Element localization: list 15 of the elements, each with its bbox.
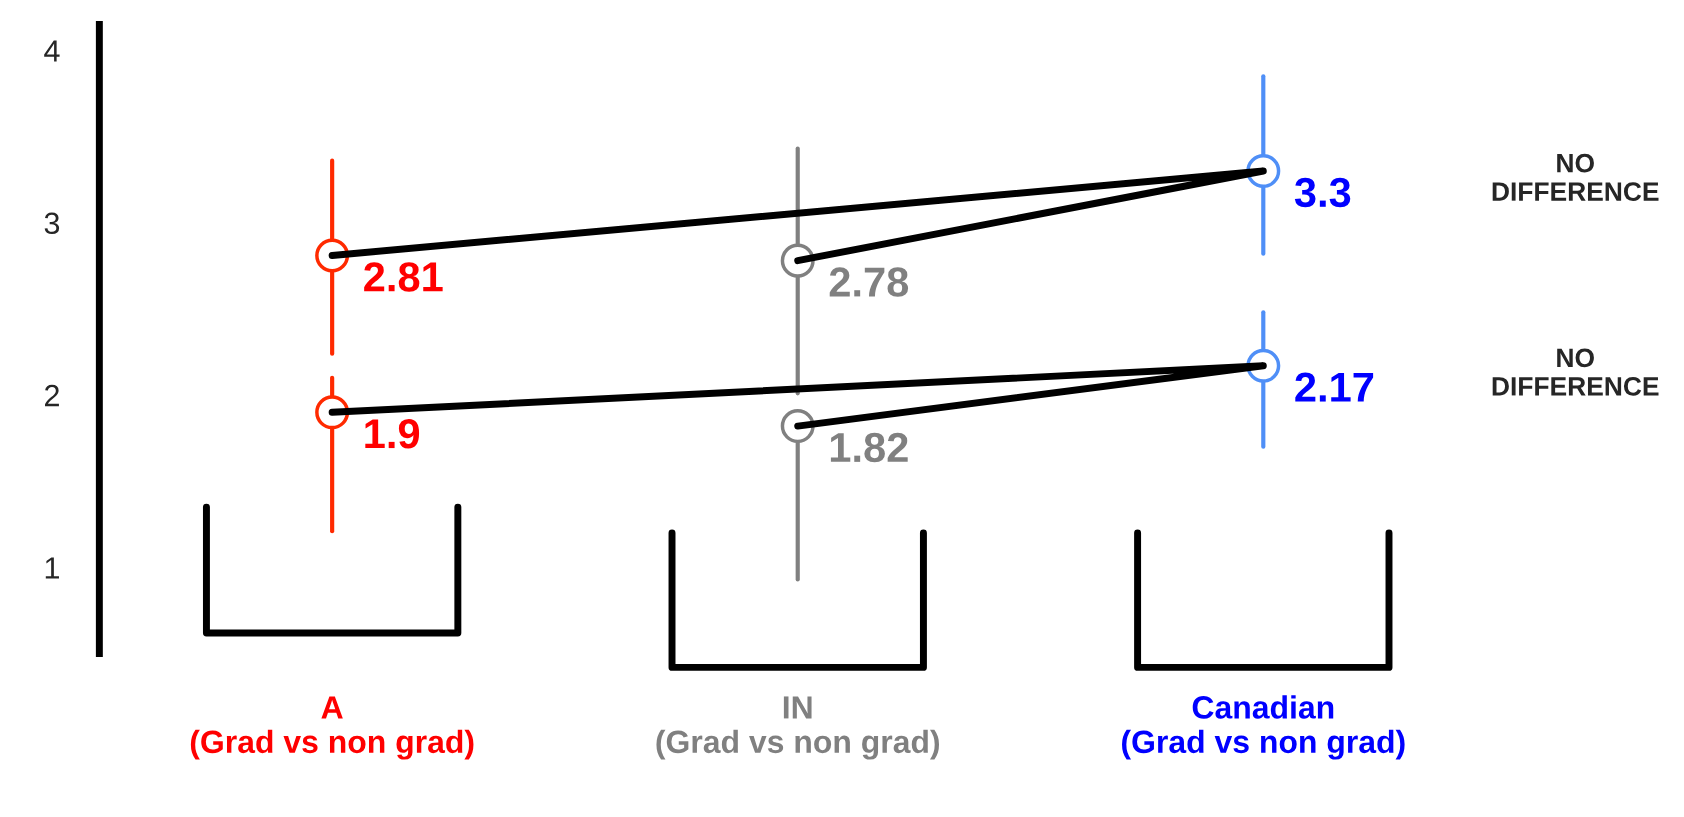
data-label: 1.82 bbox=[830, 432, 908, 463]
annotation: NO DIFFERENCE bbox=[1492, 153, 1659, 201]
y-tick-label: 2 bbox=[45, 384, 59, 407]
data-label: 2.17 bbox=[1295, 372, 1374, 402]
annotation: NO DIFFERENCE bbox=[1492, 348, 1659, 396]
data-label: 3.3 bbox=[1294, 177, 1351, 208]
y-tick-label: 3 bbox=[44, 212, 60, 235]
x-tick-label: IN (Grad vs non grad) bbox=[656, 696, 940, 760]
y-tick-label: 4 bbox=[44, 40, 60, 62]
data-label: 2.78 bbox=[829, 267, 909, 297]
x-tick-label: A (Grad vs non grad) bbox=[190, 696, 474, 760]
data-label: 1.9 bbox=[365, 418, 420, 449]
data-label: 2.81 bbox=[364, 262, 443, 292]
y-tick-label: 1 bbox=[45, 557, 59, 579]
x-tick-label: Canadian (Grad vs non grad) bbox=[1122, 695, 1405, 760]
